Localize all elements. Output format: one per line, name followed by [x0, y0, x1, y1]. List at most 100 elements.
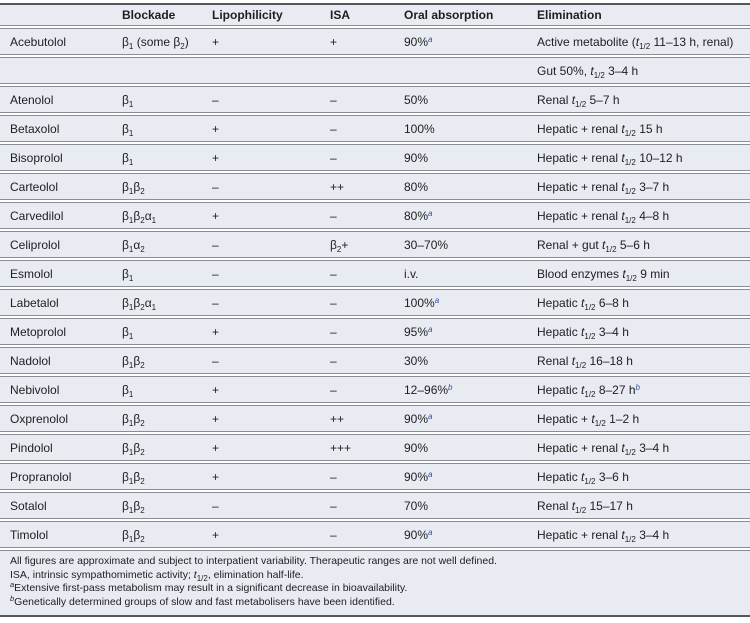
col-header-drug [0, 3, 122, 26]
table-row: Propranolol β1β2 + – 90%a Hepatic t1/2 3… [0, 463, 750, 490]
blockade-cell: β1β2α1 [122, 289, 212, 316]
oral-absorption-cell: 95%a [404, 318, 537, 345]
elimination-cell: Hepatic + renal t1/2 3–4 h [537, 521, 750, 548]
blockade-cell: β1β2 [122, 173, 212, 200]
blockade-cell: β1 [122, 86, 212, 113]
elimination-cell: Hepatic + renal t1/2 3–4 h [537, 434, 750, 461]
lipophilicity-cell: – [212, 289, 330, 316]
elimination-cell: Renal + gut t1/2 5–6 h [537, 231, 750, 258]
isa-cell: – [330, 318, 404, 345]
isa-cell: – [330, 521, 404, 548]
blockade-cell [122, 57, 212, 84]
oral-absorption-cell: 12–96%b [404, 376, 537, 403]
oral-absorption-cell: 90% [404, 434, 537, 461]
blockade-cell: β1 [122, 376, 212, 403]
blockade-cell: β1β2 [122, 405, 212, 432]
table-row: Timolol β1β2 + – 90%a Hepatic + renal t1… [0, 521, 750, 548]
blockade-cell: β1 [122, 144, 212, 171]
oral-absorption-cell: 30% [404, 347, 537, 374]
drug-name-cell: Oxprenolol [0, 405, 122, 432]
isa-cell: – [330, 463, 404, 490]
elimination-cell: Hepatic + renal t1/2 3–7 h [537, 173, 750, 200]
lipophilicity-cell: + [212, 28, 330, 55]
blockade-cell: β1 [122, 115, 212, 142]
lipophilicity-cell: – [212, 173, 330, 200]
isa-cell: β2+ [330, 231, 404, 258]
elimination-cell: Hepatic t1/2 3–6 h [537, 463, 750, 490]
table-body: Acebutolol β1 (some β2) + + 90%a Active … [0, 28, 750, 548]
beta-blocker-table: Blockade Lipophilicity ISA Oral absorpti… [0, 1, 750, 550]
isa-cell: – [330, 289, 404, 316]
col-header-isa: ISA [330, 3, 404, 26]
oral-absorption-cell [404, 57, 537, 84]
isa-cell: – [330, 86, 404, 113]
oral-absorption-cell: 30–70% [404, 231, 537, 258]
blockade-cell: β1β2α1 [122, 202, 212, 229]
table-row: Esmolol β1 – – i.v. Blood enzymes t1/2 9… [0, 260, 750, 287]
blockade-cell: β1 (some β2) [122, 28, 212, 55]
elimination-cell: Renal t1/2 16–18 h [537, 347, 750, 374]
elimination-cell: Gut 50%, t1/2 3–4 h [537, 57, 750, 84]
table-row: Pindolol β1β2 + +++ 90% Hepatic + renal … [0, 434, 750, 461]
lipophilicity-cell [212, 57, 330, 84]
drug-name-cell: Atenolol [0, 86, 122, 113]
oral-absorption-cell: 80% [404, 173, 537, 200]
footnote-a: aExtensive first-pass metabolism may res… [10, 580, 408, 594]
oral-absorption-cell: i.v. [404, 260, 537, 287]
blockade-cell: β1 [122, 260, 212, 287]
blockade-cell: β1β2 [122, 463, 212, 490]
lipophilicity-cell: + [212, 376, 330, 403]
elimination-cell: Hepatic + renal t1/2 4–8 h [537, 202, 750, 229]
header-row: Blockade Lipophilicity ISA Oral absorpti… [0, 3, 750, 26]
isa-cell: ++ [330, 405, 404, 432]
oral-absorption-cell: 80%a [404, 202, 537, 229]
lipophilicity-cell: – [212, 86, 330, 113]
lipophilicity-cell: + [212, 202, 330, 229]
isa-cell: – [330, 144, 404, 171]
drug-name-cell: Bisoprolol [0, 144, 122, 171]
oral-absorption-cell: 100% [404, 115, 537, 142]
isa-cell: – [330, 347, 404, 374]
table-row: Labetalol β1β2α1 – – 100%a Hepatic t1/2 … [0, 289, 750, 316]
elimination-cell: Hepatic + t1/2 1–2 h [537, 405, 750, 432]
drug-name-cell: Acebutolol [0, 28, 122, 55]
isa-cell: + [330, 28, 404, 55]
isa-cell: – [330, 202, 404, 229]
col-header-blockade: Blockade [122, 3, 212, 26]
table-row: Sotalol β1β2 – – 70% Renal t1/2 15–17 h [0, 492, 750, 519]
table-row: Gut 50%, t1/2 3–4 h [0, 57, 750, 84]
drug-name-cell: Propranolol [0, 463, 122, 490]
lipophilicity-cell: – [212, 260, 330, 287]
lipophilicity-cell: + [212, 115, 330, 142]
lipophilicity-cell: – [212, 492, 330, 519]
drug-name-cell: Nadolol [0, 347, 122, 374]
footnotes: All figures are approximate and subject … [0, 550, 750, 617]
elimination-cell: Hepatic t1/2 3–4 h [537, 318, 750, 345]
lipophilicity-cell: + [212, 318, 330, 345]
footnote-variability: All figures are approximate and subject … [10, 555, 497, 567]
col-header-elimination: Elimination [537, 3, 750, 26]
lipophilicity-cell: – [212, 347, 330, 374]
lipophilicity-cell: – [212, 231, 330, 258]
drug-name-cell: Labetalol [0, 289, 122, 316]
table-row: Metoprolol β1 + – 95%a Hepatic t1/2 3–4 … [0, 318, 750, 345]
table-row: Carteolol β1β2 – ++ 80% Hepatic + renal … [0, 173, 750, 200]
drug-name-cell: Sotalol [0, 492, 122, 519]
table-row: Nadolol β1β2 – – 30% Renal t1/2 16–18 h [0, 347, 750, 374]
isa-cell: ++ [330, 173, 404, 200]
col-header-lipophilicity: Lipophilicity [212, 3, 330, 26]
footnote-b: bGenetically determined groups of slow a… [10, 593, 395, 608]
oral-absorption-cell: 90%a [404, 463, 537, 490]
col-header-oral-absorption: Oral absorption [404, 3, 537, 26]
isa-cell: – [330, 260, 404, 287]
blockade-cell: β1 [122, 318, 212, 345]
elimination-cell: Hepatic t1/2 6–8 h [537, 289, 750, 316]
isa-cell: – [330, 376, 404, 403]
oral-absorption-cell: 90%a [404, 28, 537, 55]
elimination-cell: Hepatic + renal t1/2 15 h [537, 115, 750, 142]
table-row: Atenolol β1 – – 50% Renal t1/2 5–7 h [0, 86, 750, 113]
drug-name-cell: Nebivolol [0, 376, 122, 403]
footnote-abbreviations: ISA, intrinsic sympathomimetic activity;… [10, 568, 304, 583]
lipophilicity-cell: + [212, 405, 330, 432]
